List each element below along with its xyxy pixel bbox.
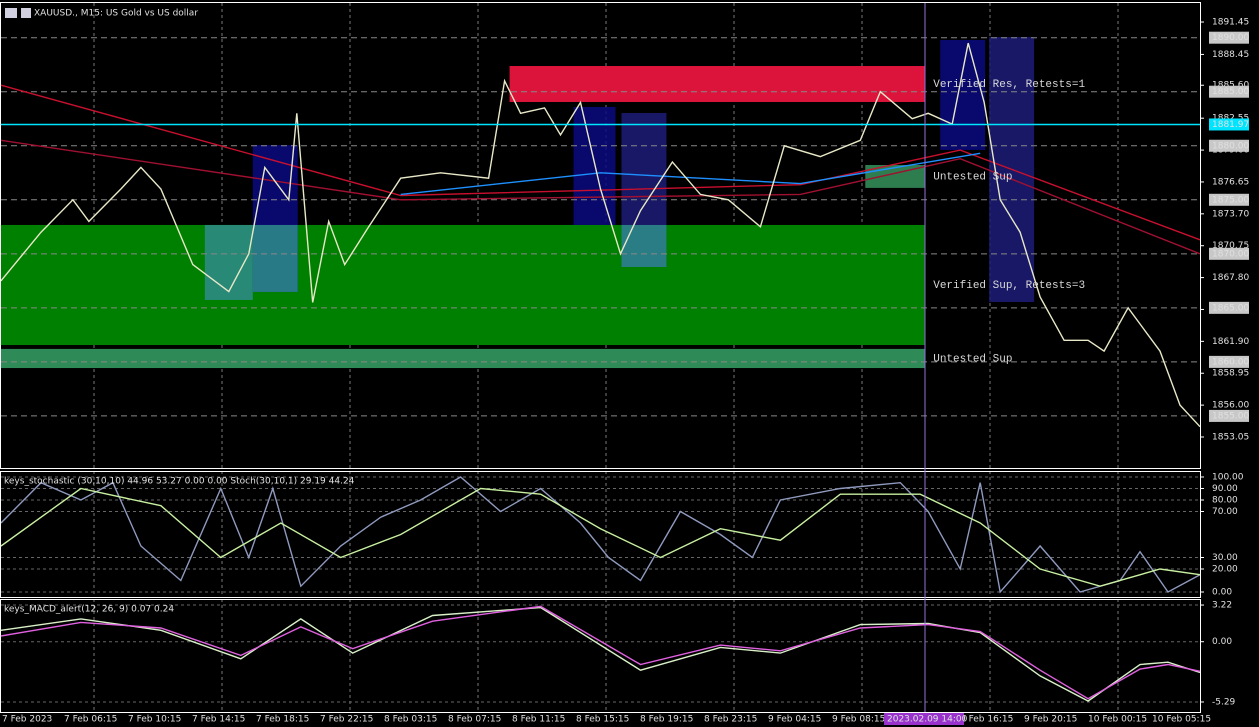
y-tick-label: 3.22: [1212, 601, 1232, 611]
x-tick-label: 9 Feb 20:15: [1024, 715, 1077, 725]
y-tick-label: 30.00: [1212, 553, 1238, 563]
x-tick-label: 7 Feb 10:15: [128, 715, 181, 725]
x-tick-label: 8 Feb 03:15: [384, 715, 437, 725]
y-tick-label: -5.29: [1212, 697, 1236, 707]
level-box: [1209, 193, 1249, 206]
level-label: 1885.00: [1212, 87, 1249, 97]
series-line: [0, 606, 1201, 702]
x-tick-label: 8 Feb 23:15: [704, 715, 757, 725]
level-label: 1880.00: [1212, 141, 1249, 151]
level-label: 1865.00: [1212, 303, 1249, 313]
level-label: 1860.00: [1212, 357, 1249, 367]
stoch-title: keys_stochastic (30,10,10) 44.96 53.27 0…: [4, 477, 355, 487]
macd-title: keys_MACD_alert(12, 26, 9) 0.07 0.24: [4, 605, 174, 615]
x-tick-label: 9 Feb 16:15: [960, 715, 1013, 725]
x-tick-label: 7 Feb 22:15: [320, 715, 373, 725]
menu-icon[interactable]: [5, 8, 17, 18]
x-tick-label: 9 Feb 04:15: [768, 715, 821, 725]
window-icon[interactable]: [21, 8, 31, 18]
y-tick-label: 1870.75: [1212, 241, 1249, 251]
y-tick-label: 1888.45: [1212, 50, 1249, 60]
plot-layer: Verified Sup, Retests=3 Untested Sup Verif…: [0, 3, 1204, 712]
y-tick-label: 1853.05: [1212, 432, 1249, 442]
x-tick-label: 8 Feb 11:15: [512, 715, 565, 725]
y-tick-label: 1856.00: [1212, 401, 1249, 411]
level-label: 1890.00: [1212, 33, 1249, 43]
series-line: [400, 152, 981, 196]
level-box: [1209, 139, 1249, 152]
level-box: [1209, 85, 1249, 98]
y-tick-label: 0.00: [1212, 587, 1232, 597]
y-tick-label: 1861.90: [1212, 337, 1249, 347]
range-box: [252, 224, 298, 292]
y-tick-label: 1867.80: [1212, 273, 1249, 283]
level-box: [1209, 247, 1249, 260]
level-box: [1209, 355, 1249, 368]
series-line: [0, 487, 1201, 587]
y-tick-label: 20.00: [1212, 564, 1238, 574]
x-tick-label: 10 Feb 00:15: [1088, 715, 1147, 725]
y-tick-label: 1876.65: [1212, 177, 1249, 187]
zone-label: Untested Sup: [933, 353, 1012, 365]
crosshair-box: [884, 713, 964, 725]
level-box: [1209, 409, 1249, 422]
y-tick-label: 1858.95: [1212, 369, 1249, 379]
x-tick-label: 8 Feb 19:15: [640, 715, 693, 725]
x-tick-label: 7 Feb 14:15: [192, 715, 245, 725]
macd-frame: [0, 599, 1201, 713]
level-label: 1875.00: [1212, 195, 1249, 205]
series-line: [0, 84, 1201, 241]
current-price-label: 1881.97: [1212, 120, 1249, 130]
level-label: 1870.00: [1212, 249, 1249, 259]
x-tick-label: 7 Feb 2023: [2, 715, 52, 725]
x-tick-label: 7 Feb 06:15: [64, 715, 117, 725]
crosshair-label: 2023.02.09 14:00: [887, 715, 968, 725]
series-line: [0, 139, 1201, 255]
y-tick-label: 90.00: [1212, 484, 1238, 494]
level-box: [1209, 301, 1249, 314]
range-box: [940, 39, 986, 150]
x-tick-label: 9 Feb 08:15: [832, 715, 885, 725]
stoch-frame: [0, 471, 1201, 598]
level-box: [1209, 31, 1249, 44]
main-frame: [0, 2, 1201, 469]
series-line: [0, 476, 1201, 594]
main-title: XAUUSD., M15: US Gold vs US dollar: [34, 9, 198, 19]
y-tick-label: 80.00: [1212, 495, 1238, 505]
zone: [1, 224, 926, 346]
series-line: [0, 42, 1201, 428]
x-tick-label: 7 Feb 18:15: [256, 715, 309, 725]
y-tick-label: 70.00: [1212, 507, 1238, 517]
y-tick-label: 100.00: [1212, 472, 1244, 482]
zone-label: Verified Sup, Retests=3: [933, 280, 1085, 292]
zone-label: Verified Res, Retests=1: [933, 79, 1085, 91]
x-tick-label: 8 Feb 07:15: [448, 715, 501, 725]
y-tick-label: 0.00: [1212, 637, 1232, 647]
y-tick-label: 1891.45: [1212, 18, 1249, 28]
y-tick-label: 1873.70: [1212, 209, 1249, 219]
x-tick-label: 8 Feb 15:15: [576, 715, 629, 725]
series-line: [0, 605, 1201, 700]
zone-label: Untested Sup: [933, 171, 1012, 183]
range-box: [204, 224, 253, 300]
x-tick-label: 10 Feb 05:15: [1152, 715, 1211, 725]
current-price-box: [1209, 118, 1249, 131]
zone: [1, 348, 926, 369]
level-label: 1855.00: [1212, 411, 1249, 421]
range-box: [621, 224, 667, 268]
zone: [509, 66, 926, 102]
